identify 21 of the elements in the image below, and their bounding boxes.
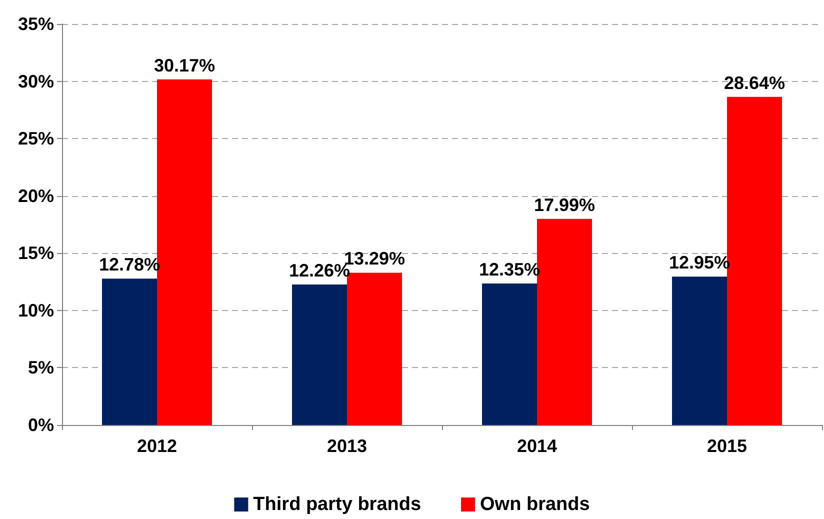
y-tick-label: 5% bbox=[28, 358, 54, 378]
data-label: 17.99% bbox=[534, 194, 596, 215]
x-tick-label: 2012 bbox=[136, 436, 178, 456]
bar bbox=[672, 276, 727, 425]
legend-label: Own brands bbox=[480, 494, 590, 515]
y-tick-label: 25% bbox=[18, 128, 54, 149]
x-tick-label: 2015 bbox=[706, 436, 748, 456]
y-tick-label: 10% bbox=[18, 300, 54, 320]
y-tick-label: 20% bbox=[18, 186, 54, 206]
legend-label: Third party brands bbox=[253, 494, 422, 515]
y-tick-label: 15% bbox=[18, 243, 54, 264]
data-label: 28.64% bbox=[724, 72, 786, 93]
bar bbox=[292, 284, 347, 425]
bar bbox=[102, 278, 157, 425]
x-tick-label: 2013 bbox=[326, 436, 368, 456]
data-label: 30.17% bbox=[154, 55, 216, 76]
bar bbox=[482, 284, 537, 425]
y-tick-label: 35% bbox=[18, 14, 54, 34]
x-tick-label: 2014 bbox=[516, 436, 558, 456]
y-tick-label: 0% bbox=[28, 415, 54, 435]
y-tick-label: 30% bbox=[18, 71, 54, 92]
